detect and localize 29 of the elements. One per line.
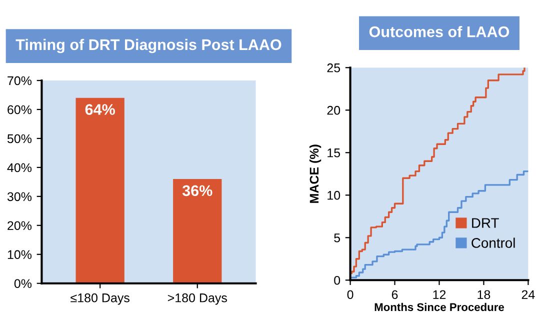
x-tick-label: 0 bbox=[347, 290, 354, 300]
y-tick-label: 25 bbox=[327, 63, 340, 72]
data-label: 36% bbox=[182, 185, 212, 196]
y-tick-label: 15 bbox=[328, 148, 340, 158]
y-tick-label: 0 bbox=[334, 276, 340, 285]
chart-title: Timing of DRT Diagnosis Post LAAO bbox=[16, 38, 282, 54]
y-tick-label: 50% bbox=[7, 134, 32, 144]
y-tick-label: 30% bbox=[7, 192, 32, 202]
x-tick-label: 6 bbox=[392, 290, 398, 300]
y-tick-label: 70% bbox=[8, 76, 32, 86]
y-tick-label: 10 bbox=[328, 190, 340, 200]
y-tick-label: 20 bbox=[327, 106, 340, 115]
x-tick-label: >180 Days bbox=[168, 293, 227, 305]
legend-label: Control bbox=[472, 238, 515, 248]
x-tick-label: 12 bbox=[433, 290, 446, 299]
x-tick-label: 24 bbox=[522, 290, 535, 299]
y-tick-label: 5 bbox=[334, 234, 340, 242]
chart-title: Outcomes of LAAO bbox=[369, 26, 510, 38]
y-tick-label: 40% bbox=[7, 163, 32, 172]
y-tick-label: 10% bbox=[8, 250, 32, 260]
data-label: 64% bbox=[85, 104, 115, 115]
y-tick-label: 60% bbox=[8, 105, 32, 114]
x-tick-label: 18 bbox=[478, 290, 490, 300]
x-tick-label: ≤180 Days bbox=[70, 293, 130, 305]
y-axis-title: MACE (%) bbox=[309, 144, 322, 203]
y-tick-label: 0% bbox=[14, 279, 32, 288]
x-axis-title: Months Since Procedure bbox=[374, 302, 504, 312]
legend-label: DRT bbox=[472, 218, 499, 228]
y-tick-label: 20% bbox=[8, 221, 32, 230]
